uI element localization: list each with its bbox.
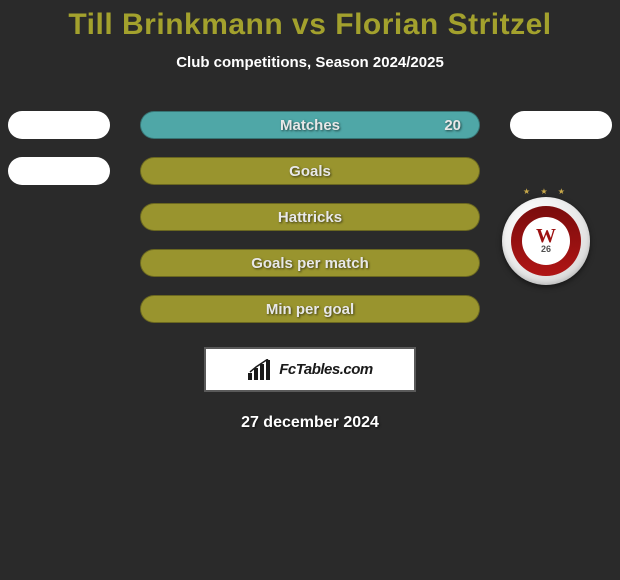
left-pill bbox=[8, 111, 110, 139]
brand-text: FcTables.com bbox=[279, 361, 372, 378]
stat-bar: Goals bbox=[140, 157, 480, 185]
stat-label: Hattricks bbox=[278, 209, 342, 226]
stat-bar: Goals per match bbox=[140, 249, 480, 277]
date-label: 27 december 2024 bbox=[241, 414, 379, 432]
stats-rows: Matches 20 Goals ★ ★ ★ W 26 bbox=[0, 111, 620, 323]
stat-label: Goals bbox=[289, 163, 331, 180]
brand-badge: FcTables.com bbox=[204, 347, 416, 392]
stat-label: Goals per match bbox=[251, 255, 369, 272]
bar-chart-icon bbox=[247, 359, 273, 381]
stat-row: Goals ★ ★ ★ W 26 bbox=[0, 157, 620, 185]
left-pill bbox=[8, 157, 110, 185]
stat-bar: Hattricks bbox=[140, 203, 480, 231]
stat-bar: Min per goal bbox=[140, 295, 480, 323]
logo-stars-icon: ★ ★ ★ bbox=[523, 187, 569, 196]
stat-value-right: 20 bbox=[444, 117, 461, 134]
stat-row: Matches 20 bbox=[0, 111, 620, 139]
stat-row: Hattricks bbox=[0, 203, 620, 231]
right-pill bbox=[510, 111, 612, 139]
stat-bar: Matches 20 bbox=[140, 111, 480, 139]
page-title: Till Brinkmann vs Florian Stritzel bbox=[68, 8, 551, 42]
comparison-card: Till Brinkmann vs Florian Stritzel Club … bbox=[0, 0, 620, 432]
stat-row: Goals per match bbox=[0, 249, 620, 277]
stat-label: Matches bbox=[280, 117, 340, 134]
subtitle: Club competitions, Season 2024/2025 bbox=[176, 54, 444, 71]
stat-label: Min per goal bbox=[266, 301, 354, 318]
stat-row: Min per goal bbox=[0, 295, 620, 323]
